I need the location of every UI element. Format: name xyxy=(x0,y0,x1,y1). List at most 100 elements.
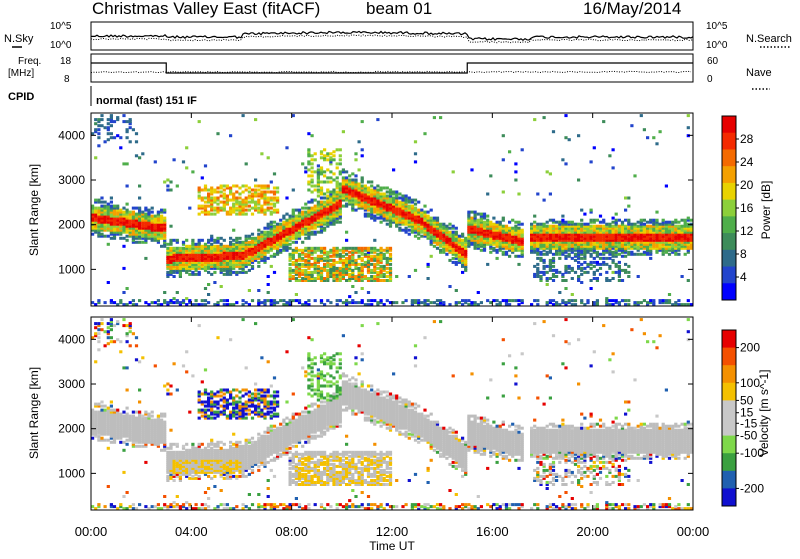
power-cell xyxy=(329,263,332,266)
power-cell xyxy=(561,273,564,276)
power-cell xyxy=(376,217,379,220)
power-cell xyxy=(411,205,414,208)
power-cell xyxy=(536,257,539,260)
velocity-cell xyxy=(173,505,176,508)
power-cell xyxy=(436,217,439,220)
power-cell xyxy=(107,281,110,284)
power-cell xyxy=(113,301,116,304)
power-cell xyxy=(213,239,216,242)
power-cell xyxy=(414,269,417,272)
power-cell xyxy=(445,225,448,228)
power-cell xyxy=(364,247,367,250)
power-cell xyxy=(486,219,489,222)
power-cell xyxy=(361,148,364,151)
velocity-cell xyxy=(122,495,125,498)
power-cell xyxy=(621,221,624,224)
velocity-cell xyxy=(122,324,125,327)
power-cell xyxy=(351,179,354,182)
power-cell xyxy=(301,207,304,210)
power-cell xyxy=(593,265,596,268)
power-cell xyxy=(151,301,154,304)
power-cell xyxy=(100,205,103,208)
power-cell xyxy=(373,255,376,258)
power-cell xyxy=(157,299,160,302)
power-cell xyxy=(216,191,219,194)
power-cell xyxy=(637,225,640,228)
power-cell xyxy=(408,233,411,236)
power-cell xyxy=(132,299,135,302)
power-cell xyxy=(662,299,665,302)
power-cell xyxy=(311,207,314,210)
power-cell xyxy=(326,195,329,198)
velocity-cell xyxy=(179,505,182,508)
velocity-cell xyxy=(166,475,169,478)
power-cell xyxy=(655,211,658,214)
power-cell xyxy=(198,195,201,198)
power-cell xyxy=(282,215,285,218)
power-cell xyxy=(245,209,248,212)
power-cell xyxy=(348,301,351,304)
power-cell xyxy=(223,193,226,196)
power-cell xyxy=(329,156,332,159)
y-tick-label: 4000 xyxy=(58,128,85,142)
power-cell xyxy=(351,247,354,250)
power-cell xyxy=(201,299,204,302)
power-cell xyxy=(627,275,630,278)
velocity-cell xyxy=(100,437,103,440)
power-cell xyxy=(323,181,326,184)
power-cell xyxy=(514,179,517,182)
power-cell xyxy=(367,187,370,190)
power-cell xyxy=(605,257,608,260)
power-cell xyxy=(201,189,204,192)
power-cell xyxy=(687,299,690,302)
power-cell xyxy=(599,253,602,256)
power-cell xyxy=(311,166,314,169)
velocity-cell xyxy=(169,503,172,506)
power-cell xyxy=(336,166,339,169)
velocity-cell xyxy=(163,503,166,506)
power-cell xyxy=(185,146,188,149)
power-cell xyxy=(580,267,583,270)
power-cell xyxy=(191,170,194,173)
power-cell xyxy=(238,201,241,204)
velocity-cell xyxy=(151,505,154,508)
power-cell xyxy=(311,247,314,250)
power-cell xyxy=(260,152,263,155)
power-cell xyxy=(317,201,320,204)
power-cell xyxy=(104,140,107,143)
power-cell xyxy=(380,247,383,250)
power-cell xyxy=(643,128,646,131)
velocity-cell xyxy=(107,336,110,339)
power-cell xyxy=(348,174,351,177)
velocity-cell xyxy=(97,328,100,331)
power-cell xyxy=(304,237,307,240)
power-cell xyxy=(307,247,310,250)
velocity-cell xyxy=(173,479,176,482)
power-cell xyxy=(267,223,270,226)
power-cell xyxy=(226,185,229,188)
power-cell xyxy=(546,221,549,224)
power-cell xyxy=(361,176,364,179)
power-cell xyxy=(590,253,593,256)
power-cell xyxy=(536,223,539,226)
power-cell xyxy=(514,170,517,173)
velocity-cell xyxy=(107,322,110,325)
power-cell xyxy=(392,168,395,171)
power-cell xyxy=(216,207,219,210)
power-cell xyxy=(574,223,577,226)
power-cell xyxy=(618,219,621,222)
power-heatmap-cells xyxy=(91,114,693,306)
power-cell xyxy=(270,207,273,210)
power-cell xyxy=(336,267,339,270)
power-cell xyxy=(580,209,583,212)
power-cell xyxy=(354,275,357,278)
power-cell xyxy=(339,253,342,256)
power-cell xyxy=(289,215,292,218)
freq-label: Freq. xyxy=(18,56,41,67)
freq-trace xyxy=(91,63,693,73)
velocity-cell xyxy=(126,439,129,442)
power-cell xyxy=(361,263,364,266)
power-cell xyxy=(486,215,489,218)
power-cell xyxy=(555,275,558,278)
colorbar-tick-label: 8 xyxy=(740,247,747,261)
